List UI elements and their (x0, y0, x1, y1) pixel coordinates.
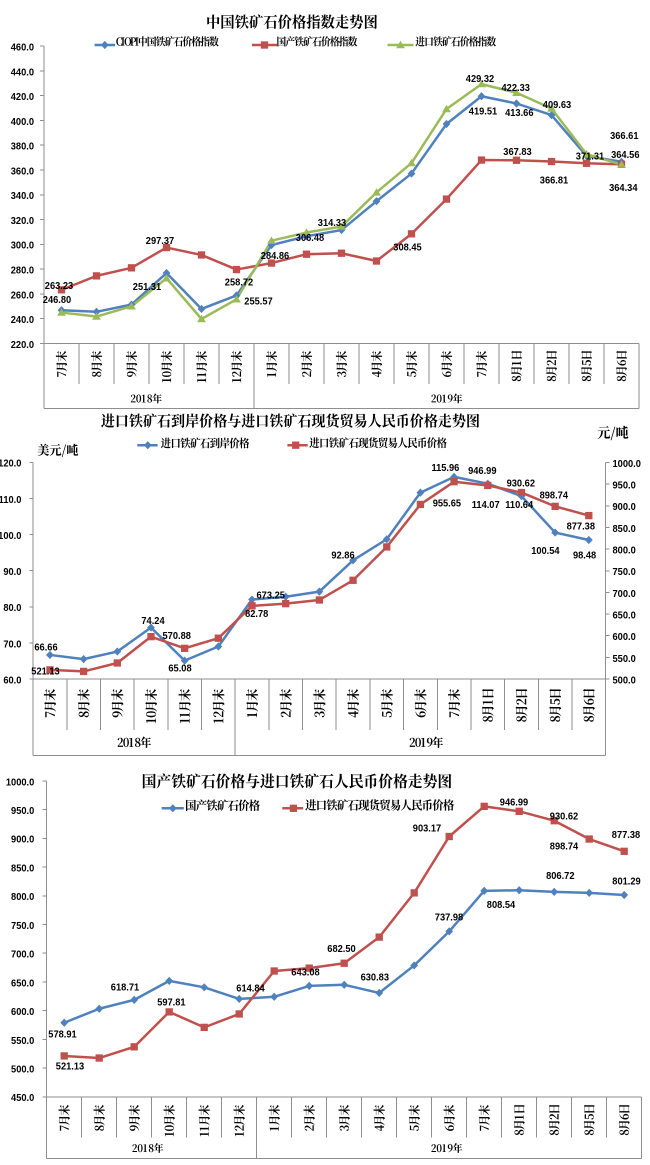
svg-text:500.0: 500.0 (613, 675, 636, 686)
svg-text:950.0: 950.0 (613, 480, 636, 491)
svg-text:120.0: 120.0 (0, 458, 21, 469)
svg-text:682.50: 682.50 (327, 944, 355, 955)
svg-text:409.63: 409.63 (543, 100, 572, 111)
svg-text:100.0: 100.0 (0, 531, 21, 542)
svg-text:380.0: 380.0 (11, 141, 34, 152)
svg-text:364.34: 364.34 (609, 183, 638, 194)
svg-text:340.0: 340.0 (11, 191, 34, 202)
svg-text:90.0: 90.0 (3, 567, 21, 578)
svg-text:255.57: 255.57 (244, 296, 272, 307)
svg-text:521.13: 521.13 (56, 1061, 85, 1072)
svg-text:600.0: 600.0 (613, 632, 636, 643)
svg-text:306.48: 306.48 (296, 233, 325, 244)
svg-text:877.38: 877.38 (567, 521, 596, 532)
svg-text:597.81: 597.81 (157, 997, 186, 1008)
svg-text:413.66: 413.66 (505, 108, 534, 119)
svg-text:578.91: 578.91 (48, 1029, 77, 1040)
svg-text:808.54: 808.54 (487, 900, 516, 911)
svg-text:700.0: 700.0 (11, 949, 34, 960)
svg-text:800.0: 800.0 (613, 545, 636, 556)
svg-text:110.0: 110.0 (0, 495, 21, 506)
svg-text:930.62: 930.62 (550, 811, 578, 822)
svg-text:570.88: 570.88 (162, 631, 191, 642)
svg-text:366.81: 366.81 (540, 175, 569, 186)
svg-text:946.99: 946.99 (500, 797, 528, 808)
svg-text:263.23: 263.23 (45, 281, 74, 292)
svg-text:110.64: 110.64 (505, 500, 534, 511)
svg-text:737.98: 737.98 (435, 912, 464, 923)
svg-text:429.32: 429.32 (466, 74, 494, 85)
svg-text:900.0: 900.0 (11, 834, 34, 845)
svg-text:801.29: 801.29 (612, 876, 640, 887)
svg-text:419.51: 419.51 (469, 106, 498, 117)
svg-text:643.08: 643.08 (291, 967, 320, 978)
svg-text:550.0: 550.0 (613, 653, 636, 664)
svg-text:806.72: 806.72 (546, 871, 574, 882)
svg-text:260.0: 260.0 (11, 290, 34, 301)
svg-text:650.0: 650.0 (11, 978, 34, 989)
svg-text:98.48: 98.48 (573, 550, 597, 561)
svg-text:220.0: 220.0 (11, 340, 34, 351)
svg-text:367.83: 367.83 (503, 147, 532, 158)
svg-text:114.07: 114.07 (472, 500, 500, 511)
svg-text:1000.0: 1000.0 (6, 777, 34, 788)
svg-text:460.0: 460.0 (11, 42, 34, 53)
svg-text:258.72: 258.72 (225, 277, 253, 288)
svg-text:92.86: 92.86 (331, 550, 355, 561)
svg-text:70.0: 70.0 (3, 639, 21, 650)
svg-text:420.0: 420.0 (11, 92, 34, 103)
svg-text:297.37: 297.37 (146, 236, 174, 247)
svg-text:850.0: 850.0 (613, 524, 636, 535)
svg-text:650.0: 650.0 (613, 610, 636, 621)
svg-text:800.0: 800.0 (11, 892, 34, 903)
svg-text:65.08: 65.08 (168, 663, 192, 674)
svg-text:946.99: 946.99 (468, 466, 496, 477)
svg-text:955.65: 955.65 (433, 498, 462, 509)
svg-text:60.0: 60.0 (3, 675, 21, 686)
svg-text:440.0: 440.0 (11, 67, 34, 78)
svg-text:320.0: 320.0 (11, 216, 34, 227)
svg-text:930.62: 930.62 (507, 478, 535, 489)
svg-text:422.33: 422.33 (501, 83, 530, 94)
svg-text:74.24: 74.24 (141, 616, 165, 627)
svg-text:366.61: 366.61 (610, 131, 639, 142)
svg-text:80.0: 80.0 (3, 603, 21, 614)
svg-text:903.17: 903.17 (413, 823, 441, 834)
svg-text:600.0: 600.0 (11, 1007, 34, 1018)
svg-text:500.0: 500.0 (11, 1064, 34, 1075)
svg-text:877.38: 877.38 (612, 830, 641, 841)
svg-text:950.0: 950.0 (11, 806, 34, 817)
svg-text:614.84: 614.84 (236, 983, 265, 994)
svg-text:115.96: 115.96 (431, 463, 460, 474)
svg-text:360.0: 360.0 (11, 166, 34, 177)
svg-text:66.66: 66.66 (34, 642, 58, 653)
svg-text:82.78: 82.78 (245, 609, 269, 620)
svg-text:400.0: 400.0 (11, 117, 34, 128)
svg-text:251.31: 251.31 (133, 282, 162, 293)
svg-text:314.33: 314.33 (318, 218, 347, 229)
svg-text:364.56: 364.56 (611, 150, 640, 161)
svg-text:1000.0: 1000.0 (613, 459, 641, 470)
svg-text:630.83: 630.83 (361, 972, 390, 983)
svg-text:618.71: 618.71 (111, 982, 140, 993)
svg-text:300.0: 300.0 (11, 240, 34, 251)
svg-text:550.0: 550.0 (11, 1035, 34, 1046)
svg-text:850.0: 850.0 (11, 863, 34, 874)
svg-text:450.0: 450.0 (11, 1093, 34, 1104)
svg-text:750.0: 750.0 (11, 921, 34, 932)
svg-text:900.0: 900.0 (613, 502, 636, 513)
svg-text:700.0: 700.0 (613, 589, 636, 600)
svg-text:521.13: 521.13 (31, 666, 60, 677)
svg-text:308.45: 308.45 (393, 242, 422, 253)
svg-text:673.25: 673.25 (256, 590, 285, 601)
svg-text:898.74: 898.74 (540, 490, 569, 501)
svg-text:750.0: 750.0 (613, 567, 636, 578)
svg-text:246.80: 246.80 (43, 295, 71, 306)
svg-text:284.86: 284.86 (261, 251, 290, 262)
svg-text:100.54: 100.54 (531, 546, 560, 557)
svg-text:280.0: 280.0 (11, 265, 34, 276)
svg-text:898.74: 898.74 (550, 841, 579, 852)
svg-text:371.31: 371.31 (576, 151, 605, 162)
svg-text:240.0: 240.0 (11, 315, 34, 326)
